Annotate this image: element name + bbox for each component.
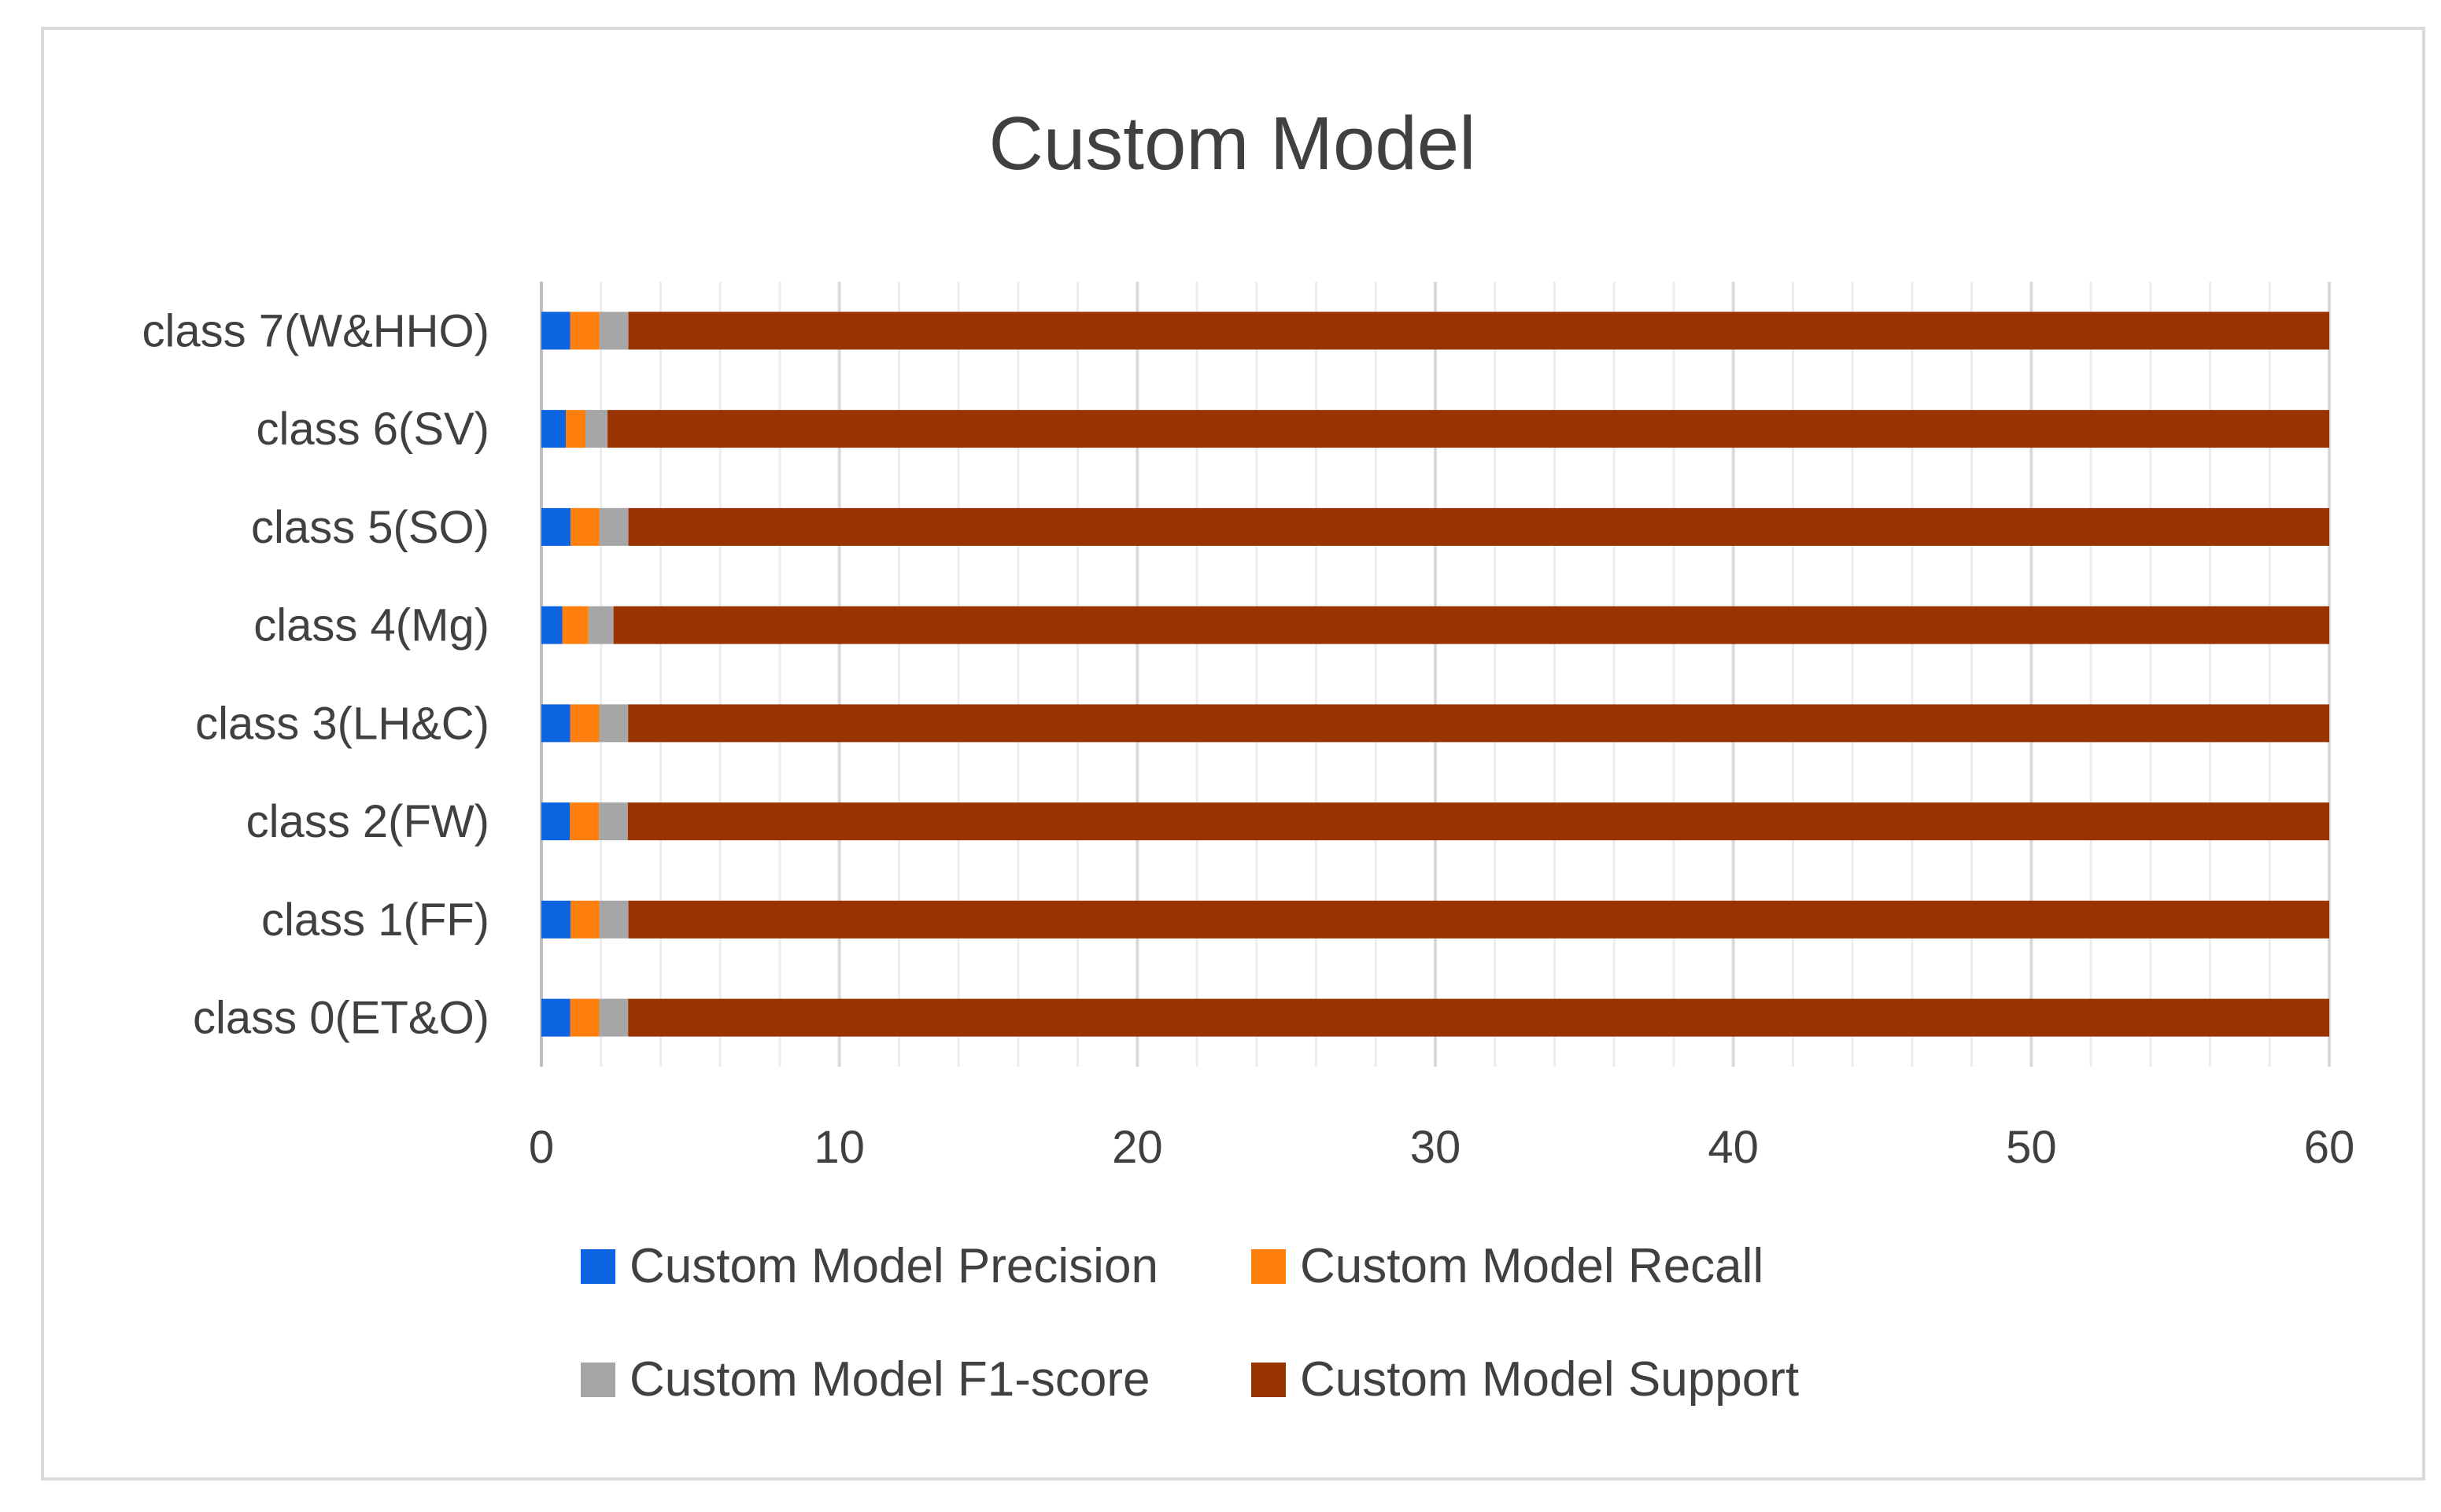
bar-segment-custom-model-f1-score: [599, 900, 629, 939]
bar-segment-custom-model-precision: [541, 802, 571, 841]
bar-segment-custom-model-precision: [541, 312, 571, 350]
bar-segment-custom-model-precision: [541, 998, 571, 1037]
category-label: class 2(FW): [246, 796, 489, 847]
bar-segment-custom-model-support: [628, 704, 2330, 743]
x-tick-label: 60: [2304, 1122, 2355, 1173]
category-labels: class 0(ET&O) class 1(FF) class 2(FW) class…: [142, 305, 489, 1043]
legend: Custom Model Precision Custom Model Recal…: [581, 1239, 1799, 1407]
bar-segment-custom-model-f1-score: [599, 998, 629, 1037]
x-tick-label: 50: [2006, 1122, 2057, 1173]
x-tick-label: 20: [1112, 1122, 1163, 1173]
category-label: class 0(ET&O): [193, 993, 489, 1044]
bar-segment-custom-model-precision: [541, 704, 571, 743]
bar-segment-custom-model-f1-score: [599, 507, 629, 546]
category-label: class 5(SO): [251, 502, 489, 553]
x-tick-labels: 0 10 20 30 40 50 60: [529, 1122, 2354, 1173]
x-tick-label: 10: [814, 1122, 865, 1173]
bar-segment-custom-model-recall: [570, 802, 600, 841]
bar-segment-custom-model-precision: [541, 507, 571, 546]
chart-frame: [41, 27, 2425, 1481]
bar-segment-custom-model-recall: [562, 606, 589, 644]
x-tick-label: 0: [529, 1122, 554, 1173]
bar-segment-custom-model-support: [628, 312, 2329, 350]
x-tick-label: 40: [1708, 1122, 1759, 1173]
bar-segment-custom-model-recall: [571, 507, 600, 546]
legend-swatch: [1251, 1249, 1286, 1284]
bar-segment-custom-model-recall: [571, 900, 600, 939]
legend-label: Custom Model Recall: [1300, 1239, 1763, 1293]
bar-segment-custom-model-recall: [570, 312, 600, 350]
bar-segment-custom-model-support: [628, 900, 2329, 939]
x-tick-label: 30: [1410, 1122, 1461, 1173]
bar-segment-custom-model-precision: [541, 410, 567, 448]
bar-segment-custom-model-f1-score: [599, 704, 629, 743]
bar-segment-custom-model-recall: [570, 704, 600, 743]
category-label: class 1(FF): [261, 894, 489, 946]
legend-label: Custom Model F1-score: [630, 1352, 1150, 1407]
bar-segment-custom-model-support: [607, 410, 2330, 448]
category-label: class 3(LH&C): [195, 698, 489, 749]
chart-title: Custom Model: [989, 101, 1476, 186]
bar-segment-custom-model-support: [613, 606, 2330, 644]
bar-segment-custom-model-precision: [541, 900, 571, 939]
category-label: class 4(Mg): [253, 600, 489, 651]
bar-segment-custom-model-support: [628, 507, 2329, 546]
legend-swatch: [581, 1363, 615, 1397]
category-label: class 7(W&HHO): [142, 305, 489, 356]
bar-segment-custom-model-f1-score: [599, 802, 628, 841]
bar-segment-custom-model-f1-score: [588, 606, 614, 644]
legend-label: Custom Model Precision: [630, 1239, 1158, 1293]
category-label: class 6(SV): [256, 404, 489, 455]
grid-lines: [540, 282, 2331, 1067]
bar-segment-custom-model-f1-score: [585, 410, 608, 448]
bars-group: [541, 312, 2330, 1037]
legend-swatch: [1251, 1363, 1286, 1397]
bar-segment-custom-model-recall: [566, 410, 586, 448]
bar-segment-custom-model-precision: [541, 606, 563, 644]
legend-label: Custom Model Support: [1300, 1352, 1799, 1407]
bar-segment-custom-model-support: [627, 802, 2329, 841]
bar-segment-custom-model-f1-score: [599, 312, 629, 350]
bar-segment-custom-model-recall: [570, 998, 600, 1037]
legend-swatch: [581, 1249, 615, 1284]
bar-segment-custom-model-support: [628, 998, 2330, 1037]
